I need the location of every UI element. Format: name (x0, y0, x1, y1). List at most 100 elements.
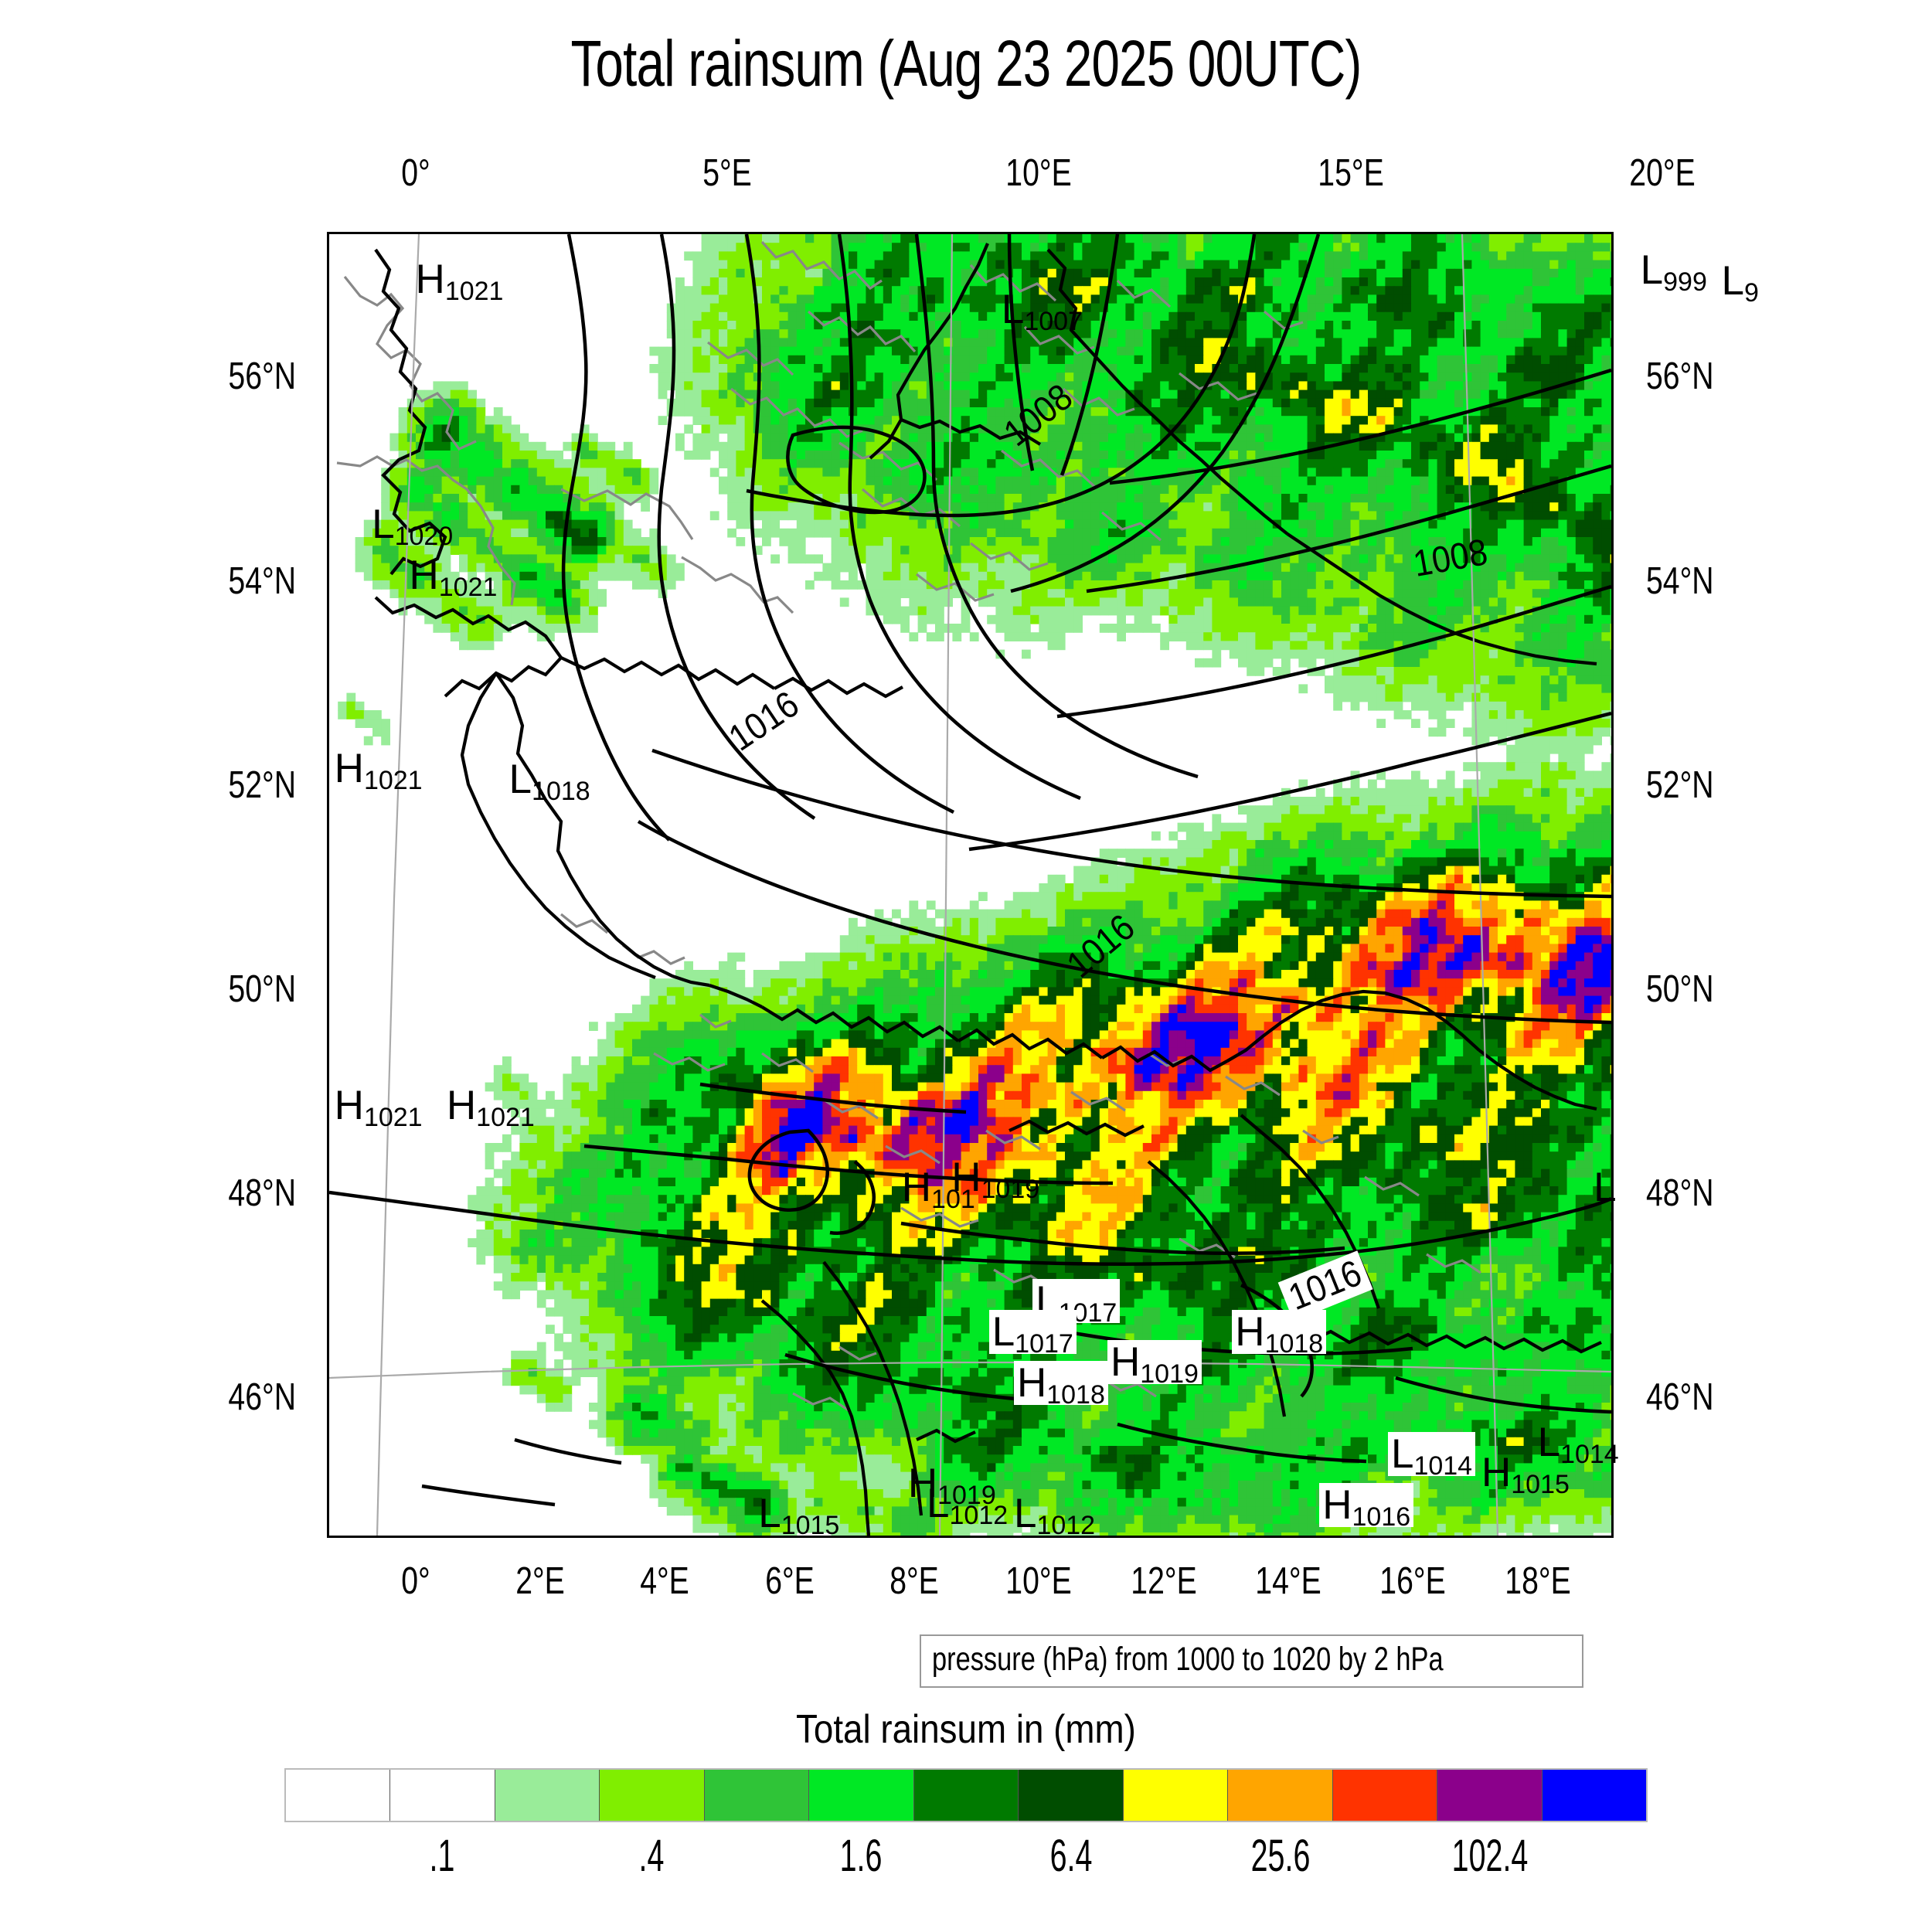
pressure-center-l-13: L1017 (988, 1308, 1077, 1357)
pressure-center-h-7: H101 (902, 1167, 975, 1213)
axis-bottom-tick-6: 12°E (1130, 1560, 1197, 1602)
colorbar-tick-4: 25.6 (1250, 1831, 1311, 1881)
axis-top-tick-3: 15°E (1317, 152, 1384, 194)
graticule (329, 234, 1611, 1536)
pressure-center-l-21: L1012 (1014, 1493, 1095, 1539)
pressure-center-h-24: H1015 (1481, 1450, 1570, 1498)
pressure-center-kind: L (1537, 1419, 1561, 1465)
coastlines (374, 243, 1602, 1536)
colorbar-title: Total rainsum in (mm) (0, 1706, 1932, 1753)
pressure-center-value: 1021 (444, 276, 504, 306)
colorbar-cell-3 (600, 1770, 705, 1821)
pressure-center-value: 1018 (1264, 1328, 1324, 1359)
pressure-center-kind: H (334, 746, 364, 792)
colorbar-tick-1: .4 (638, 1831, 665, 1881)
colorbar-title-text: Total rainsum in (mm) (796, 1707, 1136, 1752)
pressure-center-l-11: L9 (1718, 257, 1762, 306)
colorbar-cell-2 (495, 1770, 600, 1821)
axis-bottom-tick-0: 0° (400, 1560, 430, 1602)
axis-bottom-tick-4: 8°E (889, 1560, 939, 1602)
pressure-center-h-18: H1019 (907, 1460, 996, 1509)
colorbar-tick-0: .1 (429, 1831, 454, 1881)
axis-bottom-tick-1: 2°E (515, 1560, 565, 1602)
axis-top-tick-0: 0° (400, 152, 430, 194)
pressure-center-l-1: L1020 (372, 501, 453, 549)
axis-top-tick-2: 10°E (1005, 152, 1072, 194)
pressure-center-value: 1007 (1024, 307, 1083, 337)
pressure-center-value: 1017 (1015, 1328, 1073, 1359)
map-canvas (329, 234, 1611, 1536)
pressure-center-kind: H (907, 1460, 938, 1506)
colorbar-cell-1 (390, 1770, 495, 1821)
pressure-center-kind: L (758, 1491, 781, 1537)
pressure-center-value: 1016 (1352, 1502, 1411, 1532)
pressure-center-l-25: L1014 (1537, 1419, 1619, 1468)
axis-bottom-tick-8: 16°E (1379, 1560, 1446, 1602)
colorbar-cell-7 (1019, 1770, 1124, 1821)
axis-bottom-tick-7: 14°E (1255, 1560, 1321, 1602)
axis-bottom-tick-9: 18°E (1504, 1560, 1571, 1602)
pressure-center-kind: H (446, 1083, 477, 1129)
pressure-center-value: 1019 (981, 1174, 1040, 1204)
pressure-center-value: 1019 (937, 1480, 996, 1510)
pressure-center-value: 1019 (1140, 1359, 1199, 1389)
colorbar-cell-4 (704, 1770, 810, 1821)
axis-right-tick-3: 50°N (1646, 968, 1714, 1010)
pressure-center-value: 101 (931, 1184, 975, 1214)
colorbar (284, 1768, 1648, 1822)
pressure-center-value: 1014 (1560, 1439, 1619, 1469)
pressure-center-value: 1012 (949, 1501, 1009, 1531)
pressure-center-h-5: H1021 (334, 1083, 423, 1131)
pressure-center-value: 1014 (1413, 1451, 1473, 1481)
pressure-center-kind: H (334, 1083, 364, 1129)
pressure-center-kind: L (1640, 247, 1664, 294)
pressure-center-kind: H (1235, 1308, 1265, 1355)
colorbar-cell-9 (1228, 1770, 1333, 1821)
pressure-center-value: 1018 (532, 776, 590, 806)
pressure-center-l-19: L1015 (758, 1491, 839, 1539)
map-frame (327, 232, 1614, 1538)
colorbar-cell-6 (913, 1770, 1019, 1821)
pressure-center-l-17: L (1594, 1167, 1616, 1208)
pressure-center-value: 1021 (363, 1103, 423, 1133)
page-title: Total rainsum (Aug 23 2025 00UTC) (570, 27, 1362, 100)
axis-bottom-tick-2: 4°E (640, 1560, 690, 1602)
pressure-center-kind: H (1481, 1450, 1512, 1496)
colorbar-tick-5: 102.4 (1452, 1831, 1529, 1881)
colorbar-tick-3: 6.4 (1049, 1831, 1093, 1881)
colorbar-cell-11 (1437, 1770, 1543, 1821)
axis-top-tick-1: 5°E (702, 152, 752, 194)
pressure-center-value: 1018 (1046, 1379, 1105, 1410)
pressure-legend-text: pressure (hPa) from 1000 to 1020 by 2 hP… (932, 1641, 1444, 1678)
pressure-legend: pressure (hPa) from 1000 to 1020 by 2 hP… (920, 1634, 1584, 1688)
pressure-center-value: 1021 (438, 572, 498, 602)
pressure-center-h-22: H1016 (1319, 1483, 1414, 1530)
map-container (327, 232, 1614, 1538)
pressure-center-kind: L (372, 501, 395, 547)
axis-bottom-tick-5: 10°E (1005, 1560, 1072, 1602)
pressure-center-kind: L (992, 1308, 1015, 1355)
axis-right-tick-4: 48°N (1646, 1172, 1714, 1214)
pressure-center-value: 1015 (1511, 1470, 1570, 1500)
colorbar-cell-8 (1123, 1770, 1229, 1821)
pressure-center-l-9: L1007 (1002, 289, 1083, 335)
pressure-center-l-23: L1014 (1387, 1432, 1476, 1479)
axis-right-tick-5: 46°N (1646, 1376, 1714, 1418)
axis-right-tick-1: 54°N (1646, 560, 1714, 602)
pressure-center-value: 1021 (363, 766, 423, 796)
pressure-center-value: 1020 (394, 521, 454, 551)
pressure-center-kind: H (1110, 1339, 1141, 1386)
pressure-center-h-2: H1021 (409, 552, 497, 600)
admin-boundaries (336, 240, 1481, 1412)
pressure-center-h-14: H1018 (1013, 1360, 1108, 1408)
pressure-center-kind: H (415, 256, 445, 302)
pressure-center-kind: H (951, 1154, 981, 1200)
pressure-center-h-6: H1021 (446, 1083, 535, 1131)
colorbar-cell-10 (1332, 1770, 1438, 1821)
axis-top-tick-4: 20°E (1629, 152, 1696, 194)
axis-bottom-tick-3: 6°E (764, 1560, 815, 1602)
pressure-center-kind: H (409, 552, 439, 598)
pressure-center-kind: L (1721, 257, 1744, 304)
pressure-center-h-3: H1021 (334, 746, 423, 794)
colorbar-cell-12 (1542, 1770, 1647, 1821)
